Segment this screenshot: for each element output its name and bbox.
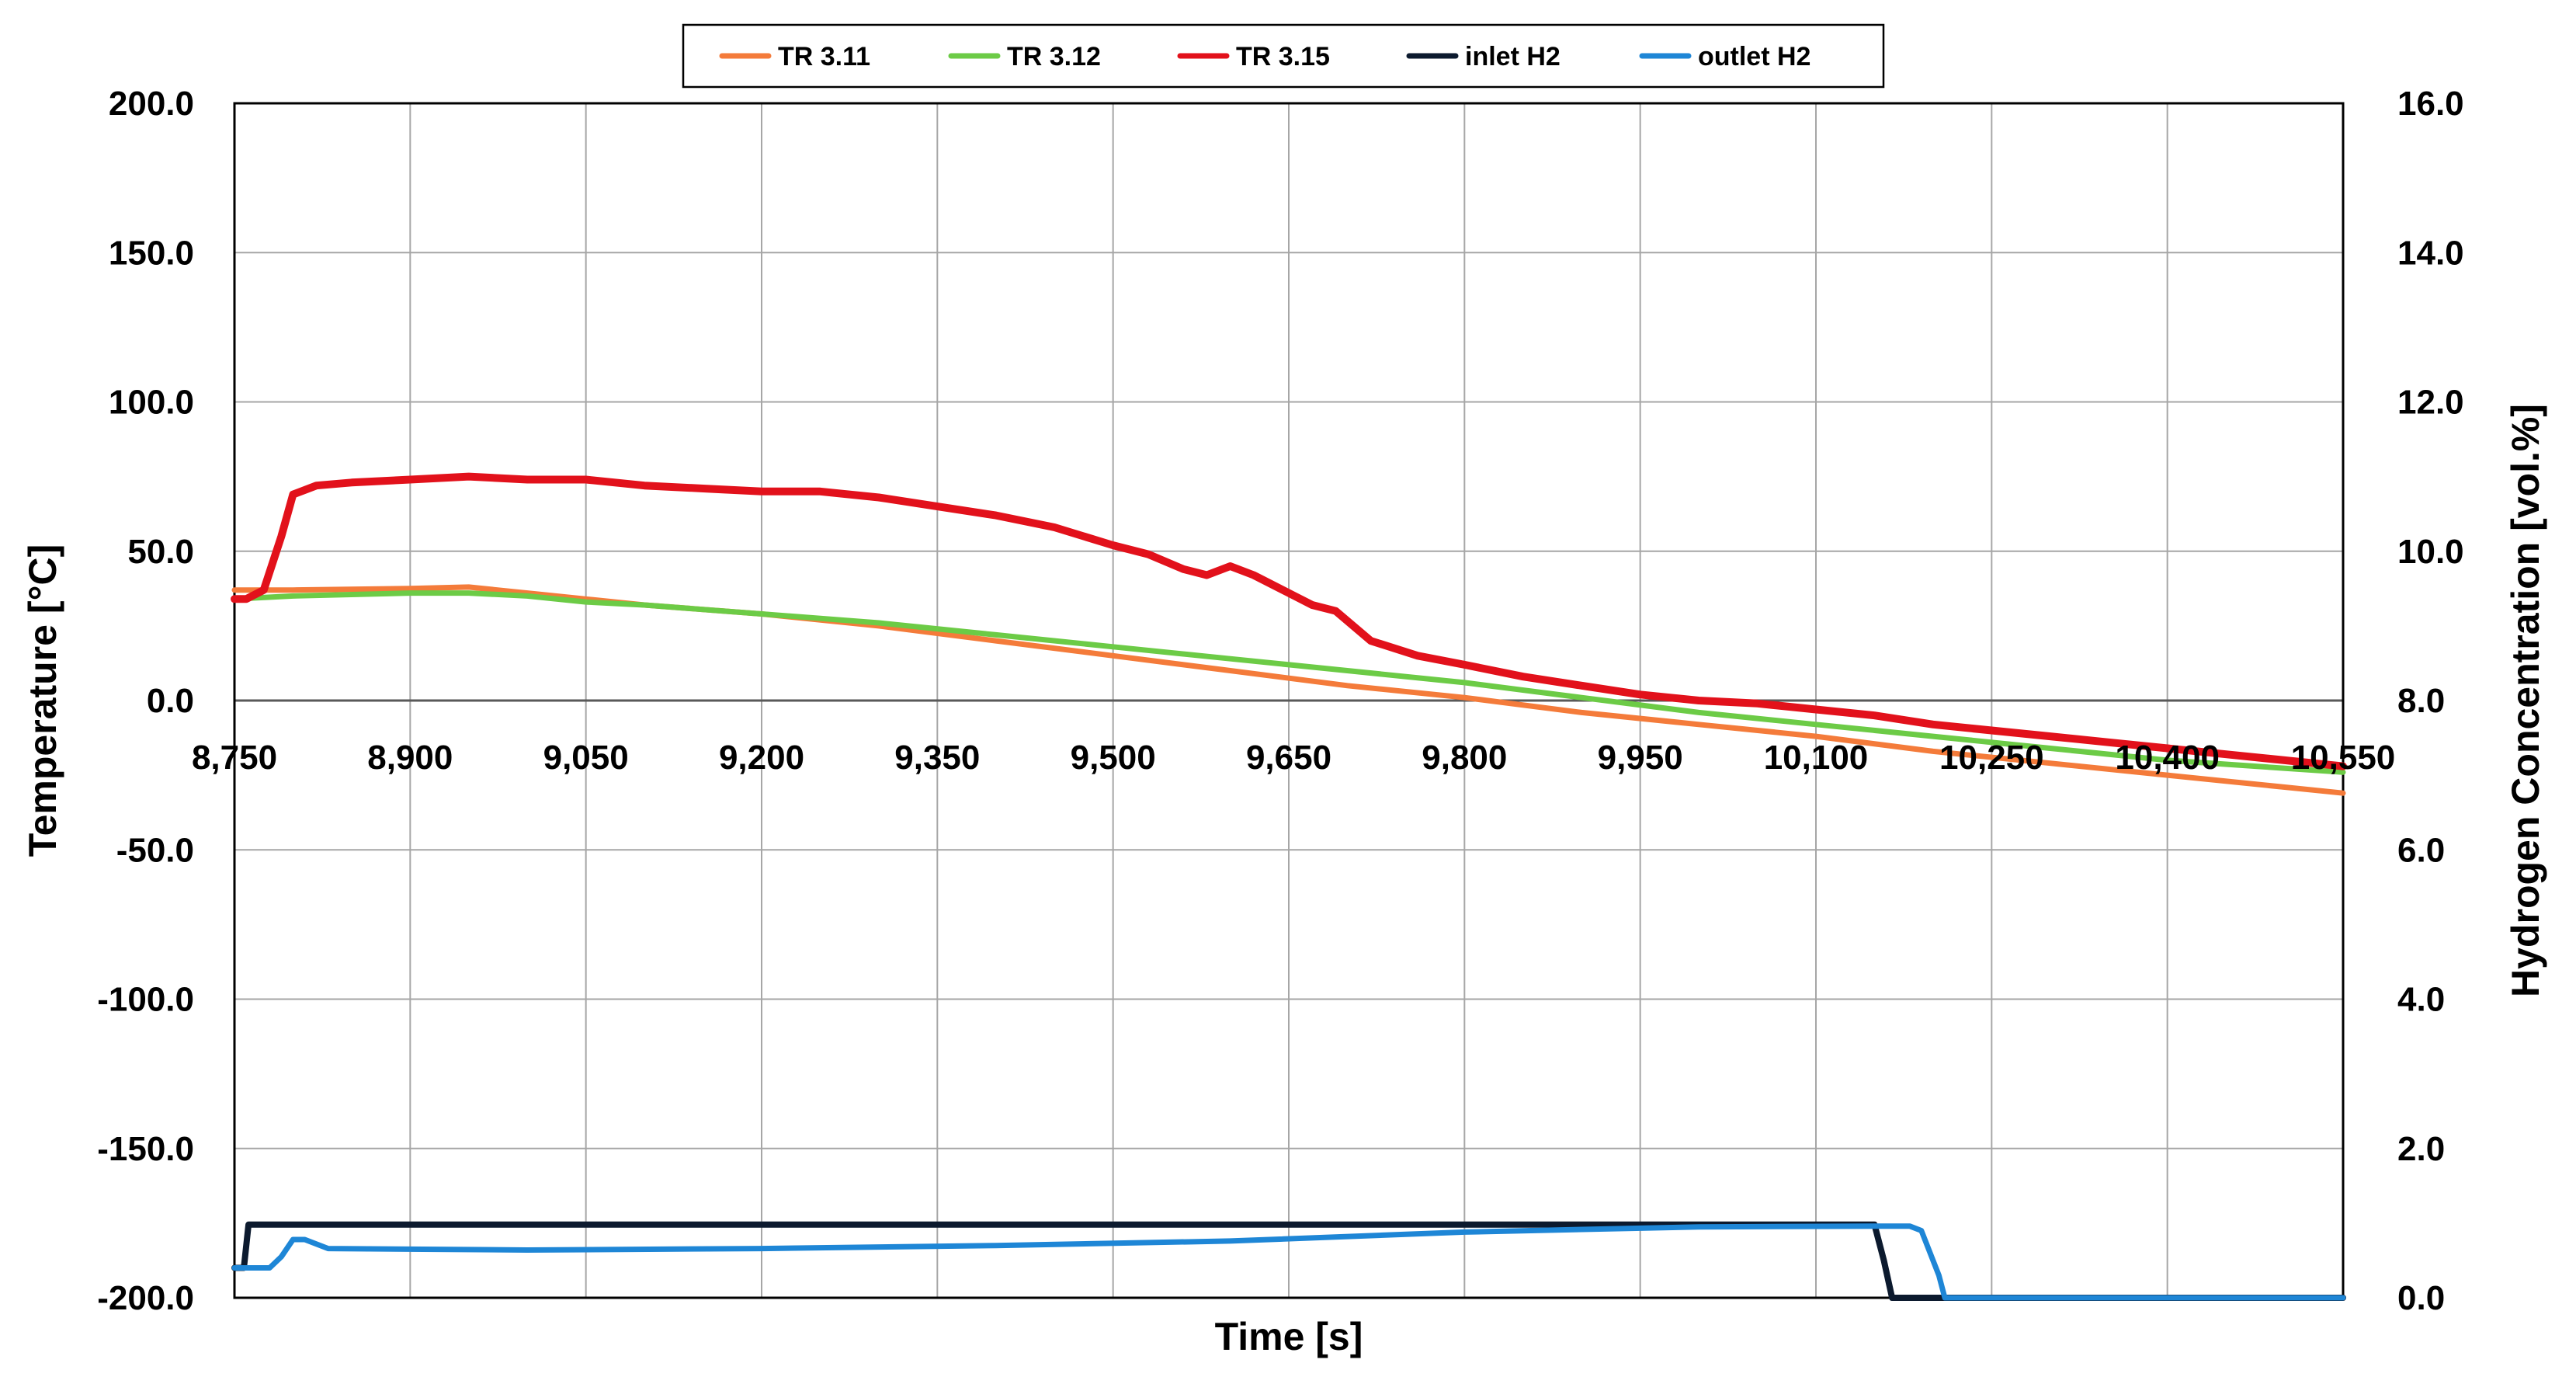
y2-tick-label: 8.0 <box>2397 682 2445 720</box>
series-layer <box>231 472 2347 1301</box>
legend-label: inlet H2 <box>1465 42 1561 71</box>
series-line-tr-3-11 <box>231 584 2346 796</box>
legend-label: TR 3.11 <box>778 42 870 71</box>
x-tick-label: 10,550 <box>2291 739 2396 777</box>
y2-tick-label: 12.0 <box>2397 384 2464 422</box>
x-axis-ticks: 8,750 8,900 9,050 9,200 9,350 9,500 9,650 9,800… <box>192 739 2395 777</box>
legend-box <box>682 23 1885 89</box>
y-axis-label: Temperature [°C] <box>21 544 64 857</box>
legend-label: outlet H2 <box>1698 42 1810 71</box>
series-line-tr-3-12 <box>231 590 2346 775</box>
legend-items: TR 3.11 TR 3.12 TR 3.15 inlet H2 outlet H2 <box>719 42 1810 71</box>
x-tick-label: 9,500 <box>1071 739 1156 777</box>
y-axis-ticks: 200.0 150.0 100.0 50.0 0.0 -50.0 -100.0 -150.0 -… <box>97 85 194 1317</box>
x-tick-label: 9,800 <box>1422 739 1507 777</box>
y2-tick-label: 4.0 <box>2397 981 2445 1019</box>
y-tick-label: 50.0 <box>127 533 194 571</box>
y2-tick-label: 10.0 <box>2397 533 2464 571</box>
y2-tick-label: 16.0 <box>2397 85 2464 123</box>
x-tick-label: 9,950 <box>1598 739 1683 777</box>
y2-tick-label: 2.0 <box>2397 1130 2445 1168</box>
y-tick-label: 100.0 <box>109 384 194 422</box>
y2-tick-label: 6.0 <box>2397 831 2445 869</box>
legend-label: TR 3.12 <box>1007 42 1101 71</box>
legend: TR 3.11 TR 3.12 TR 3.15 inlet H2 outlet H2 <box>682 23 1885 89</box>
y2-tick-label: 14.0 <box>2397 234 2464 272</box>
y-tick-label: -100.0 <box>97 981 194 1019</box>
x-tick-label: 8,900 <box>367 739 453 777</box>
y-tick-label: -200.0 <box>97 1279 194 1317</box>
y2-tick-label: 0.0 <box>2397 1279 2445 1317</box>
x-tick-label: 10,400 <box>2115 739 2220 777</box>
x-tick-label: 9,050 <box>543 739 629 777</box>
y-tick-label: 0.0 <box>147 682 194 720</box>
y-tick-label: 200.0 <box>109 85 194 123</box>
y2-axis-label: Hydrogen Concentration [vol.%] <box>2504 404 2547 997</box>
x-tick-label: 9,650 <box>1246 739 1331 777</box>
y-tick-label: 150.0 <box>109 234 194 272</box>
y2-axis-ticks: 16.0 14.0 12.0 10.0 8.0 6.0 4.0 2.0 0.0 <box>2397 85 2464 1317</box>
x-tick-label: 10,250 <box>1939 739 2044 777</box>
x-tick-label: 9,350 <box>894 739 980 777</box>
y-tick-label: -150.0 <box>97 1130 194 1168</box>
x-tick-label: 10,100 <box>1764 739 1869 777</box>
legend-label: TR 3.15 <box>1236 42 1330 71</box>
y-tick-label: -50.0 <box>116 831 194 869</box>
x-tick-label: 9,200 <box>719 739 804 777</box>
series-line-outlet-h2 <box>231 1223 2346 1301</box>
series-line-tr-3-15 <box>231 472 2347 770</box>
plot-area <box>233 102 2345 1299</box>
x-tick-label: 8,750 <box>192 739 277 777</box>
grid-layer <box>234 103 2343 1298</box>
x-axis-label: Time [s] <box>1215 1315 1363 1358</box>
